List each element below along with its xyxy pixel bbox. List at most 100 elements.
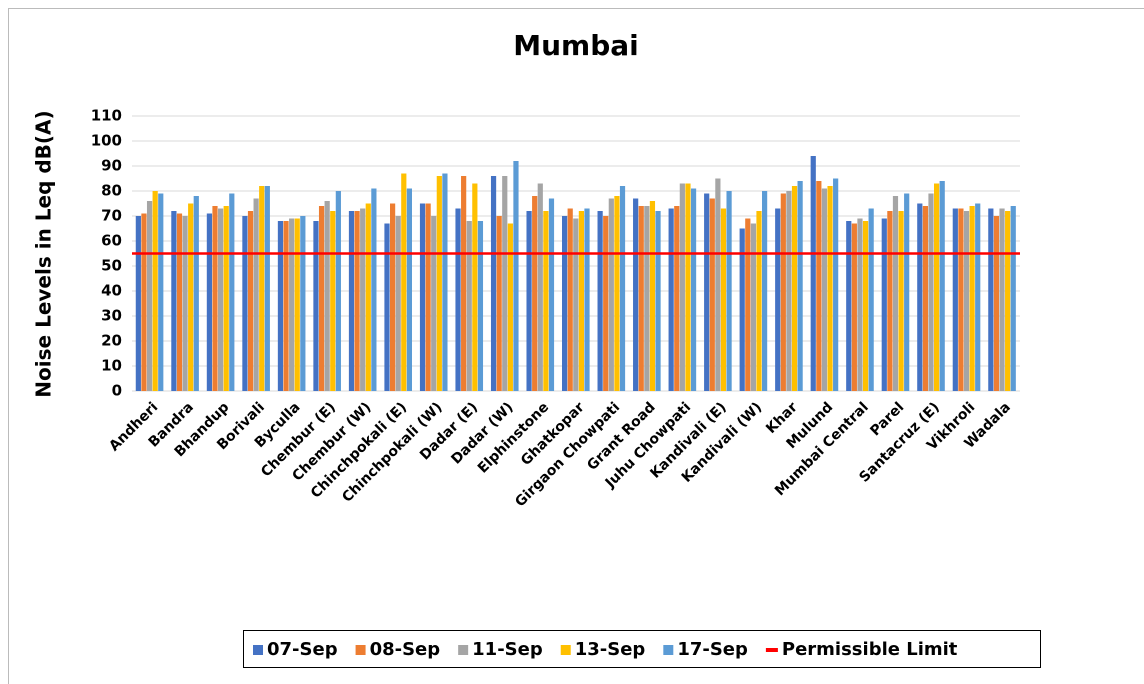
- bar: [548, 198, 555, 391]
- bar: [218, 208, 224, 391]
- y-tick-label: 10: [101, 357, 122, 375]
- bar: [490, 176, 497, 391]
- bar: [537, 183, 543, 391]
- legend-label: 07-Sep: [267, 639, 338, 660]
- bar: [685, 183, 691, 391]
- bar: [668, 208, 674, 391]
- bar: [750, 223, 756, 391]
- bar: [289, 218, 295, 391]
- bar: [573, 218, 579, 391]
- bar: [264, 186, 270, 391]
- bar: [502, 176, 508, 391]
- bar: [690, 188, 697, 391]
- y-tick-label: 40: [101, 282, 122, 300]
- bar: [898, 211, 904, 391]
- bar: [720, 208, 727, 391]
- bar: [887, 211, 893, 391]
- bar: [259, 186, 265, 391]
- bar: [158, 193, 164, 391]
- bar: [455, 208, 461, 391]
- bar: [419, 203, 426, 391]
- y-tick-label: 110: [91, 107, 122, 125]
- bar: [384, 223, 390, 391]
- bar: [963, 211, 970, 391]
- bar: [135, 216, 141, 391]
- y-tick-label: 70: [101, 207, 122, 225]
- bar: [318, 206, 325, 391]
- bar: [436, 176, 442, 391]
- bar: [709, 198, 715, 391]
- bar: [762, 191, 768, 391]
- bar: [922, 206, 928, 391]
- bar: [466, 221, 472, 391]
- bar: [401, 173, 407, 391]
- bar: [775, 208, 781, 391]
- bar: [567, 208, 573, 391]
- legend-swatch: [560, 645, 571, 655]
- bar: [182, 216, 188, 391]
- bar: [348, 211, 355, 391]
- bar: [578, 211, 584, 391]
- bar: [934, 183, 940, 391]
- bar: [242, 216, 248, 391]
- y-tick-label: 50: [101, 257, 122, 275]
- bar: [354, 211, 360, 391]
- bar: [833, 178, 839, 391]
- bar: [726, 191, 732, 391]
- bar: [253, 198, 259, 391]
- bar: [619, 186, 626, 391]
- bar: [633, 198, 639, 391]
- bar: [277, 221, 284, 391]
- bar: [704, 193, 710, 391]
- bar: [360, 208, 366, 391]
- bar: [715, 178, 721, 391]
- bar: [745, 218, 751, 391]
- bar: [247, 211, 254, 391]
- y-tick-label: 90: [101, 157, 122, 175]
- bar: [649, 201, 656, 391]
- bar: [797, 181, 803, 391]
- legend-label: 11-Sep: [472, 639, 543, 660]
- bar: [141, 213, 147, 391]
- bar: [846, 221, 852, 391]
- bar: [857, 218, 863, 391]
- legend-swatch: [458, 645, 469, 655]
- bar: [603, 216, 609, 391]
- legend-label: 13-Sep: [575, 639, 646, 660]
- legend-label: 17-Sep: [677, 639, 748, 660]
- bar: [999, 208, 1005, 391]
- bar: [283, 221, 289, 391]
- bar: [223, 206, 229, 391]
- bar: [791, 186, 798, 391]
- bar: [371, 188, 377, 391]
- bar: [472, 183, 478, 391]
- bar: [294, 218, 300, 391]
- y-tick-label: 30: [101, 307, 122, 325]
- bar: [868, 208, 874, 391]
- bar: [862, 221, 869, 391]
- bar: [330, 211, 336, 391]
- y-axis-title: Noise Levels in Leq dB(A): [32, 110, 56, 397]
- bar: [365, 203, 371, 391]
- bar: [324, 201, 330, 391]
- bar: [193, 196, 199, 391]
- legend-label: 08-Sep: [370, 639, 441, 660]
- y-tick-label: 0: [112, 382, 122, 400]
- bar: [1005, 211, 1011, 391]
- bar: [993, 216, 1000, 391]
- bar: [431, 216, 437, 391]
- bar: [644, 206, 650, 391]
- bar: [786, 191, 792, 391]
- bar: [608, 198, 614, 391]
- bar: [756, 211, 762, 391]
- bar: [425, 203, 431, 391]
- bar: [229, 193, 235, 391]
- bar: [816, 181, 822, 391]
- bar: [904, 193, 910, 391]
- legend-box: [243, 630, 1041, 668]
- bar: [614, 196, 620, 391]
- bar: [892, 196, 899, 391]
- bar: [171, 211, 177, 391]
- bar: [395, 216, 401, 391]
